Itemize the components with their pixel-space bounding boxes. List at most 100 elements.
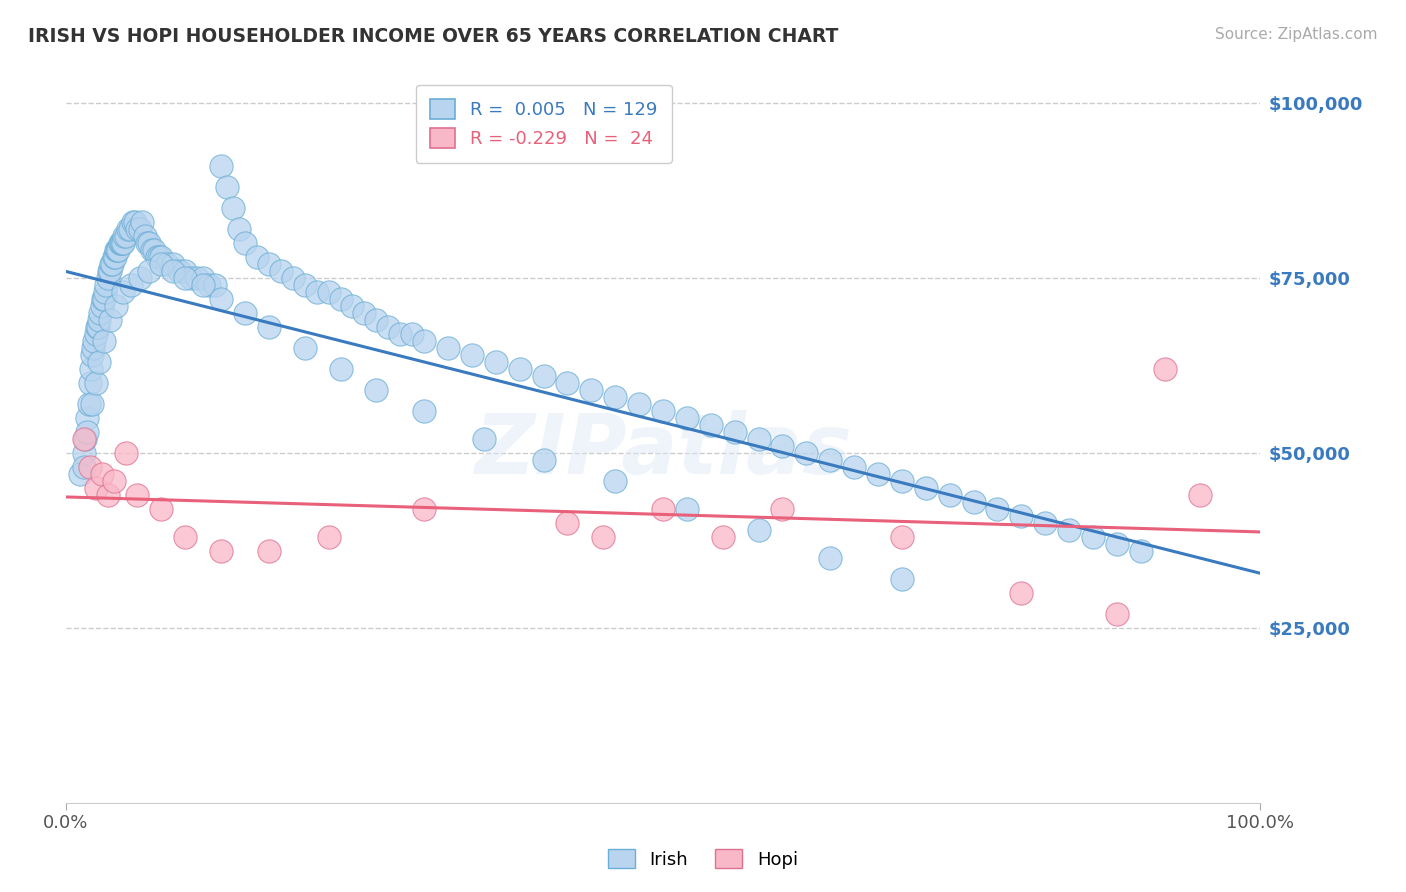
Point: [1081, 530, 1104, 544]
Point: [1033, 516, 1056, 530]
Point: [162, 264, 184, 278]
Point: [104, 250, 127, 264]
Point: [281, 271, 304, 285]
Text: Source: ZipAtlas.com: Source: ZipAtlas.com: [1215, 27, 1378, 42]
Point: [150, 250, 173, 264]
Point: [150, 257, 173, 271]
Text: ZIPatlas: ZIPatlas: [474, 409, 852, 491]
Point: [89, 306, 111, 320]
Point: [748, 432, 770, 446]
Point: [73, 432, 96, 446]
Point: [79, 460, 101, 475]
Point: [91, 292, 114, 306]
Point: [342, 299, 364, 313]
Point: [1105, 607, 1128, 621]
Point: [366, 313, 388, 327]
Point: [628, 397, 651, 411]
Point: [485, 355, 508, 369]
Point: [186, 271, 208, 285]
Point: [82, 341, 104, 355]
Point: [700, 418, 723, 433]
Point: [533, 369, 555, 384]
Point: [890, 530, 912, 544]
Point: [246, 250, 269, 264]
Point: [1105, 537, 1128, 551]
Point: [79, 376, 101, 391]
Point: [138, 236, 160, 251]
Point: [209, 544, 232, 558]
Point: [86, 320, 108, 334]
Point: [204, 278, 226, 293]
Point: [676, 502, 699, 516]
Point: [770, 439, 793, 453]
Point: [605, 390, 627, 404]
Point: [401, 327, 423, 342]
Point: [136, 236, 159, 251]
Point: [437, 341, 460, 355]
Point: [938, 488, 960, 502]
Point: [257, 544, 280, 558]
Point: [1189, 488, 1212, 502]
Point: [222, 202, 245, 216]
Point: [318, 530, 340, 544]
Point: [73, 460, 96, 475]
Point: [472, 432, 495, 446]
Point: [557, 516, 579, 530]
Point: [84, 327, 107, 342]
Point: [794, 446, 817, 460]
Point: [169, 264, 191, 278]
Point: [180, 271, 202, 285]
Point: [318, 285, 340, 300]
Point: [84, 376, 107, 391]
Point: [329, 292, 352, 306]
Point: [80, 397, 103, 411]
Point: [162, 257, 184, 271]
Point: [156, 257, 179, 271]
Point: [77, 397, 100, 411]
Point: [127, 488, 149, 502]
Point: [124, 215, 146, 229]
Point: [228, 222, 250, 236]
Point: [138, 264, 160, 278]
Point: [98, 264, 121, 278]
Point: [103, 250, 125, 264]
Point: [652, 502, 675, 516]
Point: [76, 425, 98, 439]
Point: [605, 474, 627, 488]
Point: [818, 453, 841, 467]
Point: [83, 334, 105, 348]
Legend: R =  0.005   N = 129, R = -0.229   N =  24: R = 0.005 N = 129, R = -0.229 N = 24: [416, 85, 672, 162]
Point: [97, 488, 120, 502]
Point: [413, 502, 436, 516]
Point: [105, 244, 128, 258]
Point: [1057, 523, 1080, 537]
Point: [329, 362, 352, 376]
Point: [134, 229, 156, 244]
Point: [581, 383, 603, 397]
Point: [676, 411, 699, 425]
Point: [233, 236, 256, 251]
Point: [652, 404, 675, 418]
Point: [93, 292, 115, 306]
Point: [97, 271, 120, 285]
Point: [557, 376, 579, 391]
Point: [389, 327, 412, 342]
Point: [131, 215, 153, 229]
Point: [148, 250, 170, 264]
Point: [112, 229, 135, 244]
Point: [110, 236, 132, 251]
Point: [111, 236, 134, 251]
Point: [914, 481, 936, 495]
Point: [353, 306, 375, 320]
Text: IRISH VS HOPI HOUSEHOLDER INCOME OVER 65 YEARS CORRELATION CHART: IRISH VS HOPI HOUSEHOLDER INCOME OVER 65…: [28, 27, 838, 45]
Point: [174, 271, 197, 285]
Point: [127, 222, 149, 236]
Point: [294, 341, 316, 355]
Point: [128, 222, 150, 236]
Point: [377, 320, 399, 334]
Point: [233, 306, 256, 320]
Point: [305, 285, 328, 300]
Point: [89, 355, 111, 369]
Point: [748, 523, 770, 537]
Point: [73, 446, 96, 460]
